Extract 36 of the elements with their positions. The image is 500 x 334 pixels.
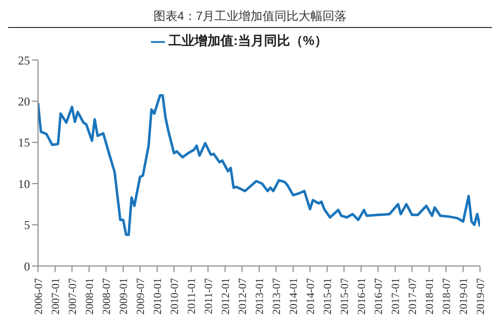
x-tick-label: 2015-07 bbox=[338, 278, 351, 315]
y-tick-label: 0 bbox=[24, 259, 30, 274]
x-tick-label: 2014-01 bbox=[288, 278, 300, 315]
x-tick-label: 2012-01 bbox=[220, 278, 232, 315]
x-tick-label: 2017-01 bbox=[390, 278, 402, 315]
x-tick-label: 2019-01 bbox=[458, 278, 470, 315]
x-tick-label: 2009-07 bbox=[134, 278, 147, 315]
y-tick-label: 5 bbox=[24, 218, 30, 232]
x-tick-label: 2008-07 bbox=[100, 278, 113, 315]
line-series bbox=[38, 94, 480, 236]
x-tick-label: 2018-01 bbox=[424, 278, 436, 315]
x-tick-label: 2018-07 bbox=[440, 278, 453, 315]
legend-label: 工业增加值:当月同比（%） bbox=[168, 33, 328, 48]
x-tick-label: 2007-07 bbox=[66, 278, 79, 315]
chart-title: 图表4：7月工业增加值同比大幅回落 bbox=[8, 8, 492, 28]
x-tick-label: 2010-07 bbox=[168, 278, 181, 315]
y-tick-label: 25 bbox=[18, 53, 30, 68]
x-tick-label: 2014-07 bbox=[304, 278, 317, 315]
x-tick-label: 2017-07 bbox=[406, 278, 419, 315]
x-tick-label: 2015-01 bbox=[322, 278, 334, 315]
x-tick-label: 2013-07 bbox=[270, 278, 283, 315]
x-tick-label: 2013-01 bbox=[254, 278, 266, 315]
x-tick-label: 2019-07 bbox=[474, 278, 487, 315]
x-tick-label: 2010-01 bbox=[152, 278, 164, 315]
y-tick-label: 15 bbox=[18, 136, 30, 150]
x-tick-label: 2011-01 bbox=[186, 278, 198, 314]
x-tick-label: 2016-07 bbox=[372, 278, 385, 315]
x-tick-label: 2007-01 bbox=[50, 278, 62, 315]
x-tick-label: 2011-07 bbox=[202, 278, 215, 314]
x-tick-label: 2006-07 bbox=[32, 278, 45, 315]
y-tick-label: 20 bbox=[18, 94, 30, 108]
x-tick-label: 2008-01 bbox=[84, 278, 96, 315]
x-tick-label: 2016-01 bbox=[356, 278, 368, 315]
x-tick-label: 2009-01 bbox=[118, 278, 130, 315]
x-tick-label: 2012-07 bbox=[236, 278, 249, 315]
y-tick-label: 10 bbox=[18, 176, 30, 191]
